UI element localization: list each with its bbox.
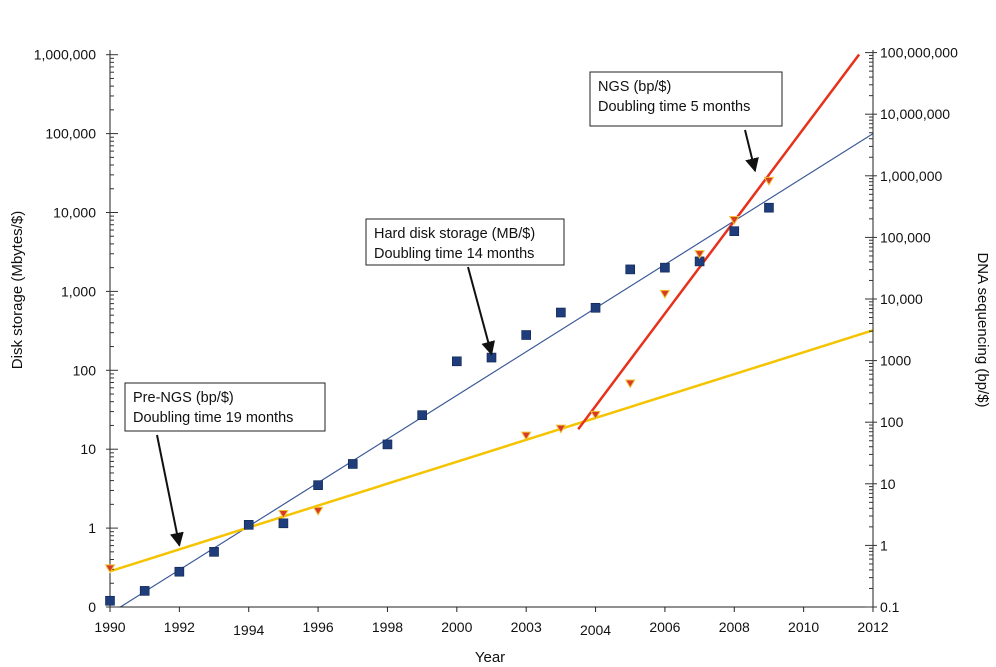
- disk-storage-point: [486, 352, 497, 363]
- x-tick-label: 1990: [94, 619, 125, 635]
- y-right-tick-label: 1: [880, 537, 888, 553]
- annotation-text: Pre-NGS (bp/$): [133, 390, 234, 406]
- disk-storage-point: [243, 520, 254, 530]
- dna-sequencing-point: [278, 510, 289, 520]
- dna-sequencing-point: [763, 176, 775, 186]
- trend-line: [120, 133, 874, 608]
- y-right-tick-label: 0.1: [880, 599, 900, 615]
- disk-storage-point: [139, 586, 150, 596]
- annotation-box: [124, 382, 326, 432]
- disk-storage-point: [347, 459, 358, 469]
- y-left-tick-label: 100: [73, 362, 97, 378]
- y-left-tick-label: 10: [80, 441, 96, 457]
- y-right-tick-label: 100: [880, 414, 904, 430]
- disk-storage-point: [105, 595, 115, 606]
- x-tick-label: 1992: [164, 619, 195, 635]
- annotation-text: Hard disk storage (MB/$): [374, 226, 535, 242]
- y-right-tick-label: 100,000,000: [880, 45, 958, 61]
- x-tick-label: 1996: [303, 619, 334, 635]
- disk-storage-point: [764, 202, 774, 213]
- y-right-axis-title: DNA sequencing (bp/$): [974, 252, 991, 407]
- dna-sequencing-point: [520, 431, 532, 441]
- y-right-tick-label: 10,000,000: [880, 106, 950, 122]
- x-axis-title: Year: [475, 649, 505, 666]
- annotation-text: Doubling time 5 months: [598, 99, 750, 115]
- disk-storage-point: [174, 566, 185, 577]
- x-tick-label: 1998: [372, 619, 403, 635]
- x-tick-label: 2012: [857, 619, 888, 635]
- disk-storage-point: [521, 330, 531, 340]
- disk-storage-point: [417, 410, 427, 420]
- x-tick-label: 1994: [233, 622, 264, 638]
- annotation-box: [589, 71, 783, 127]
- disk-storage-point: [660, 262, 670, 273]
- x-tick-label: 2000: [441, 619, 472, 635]
- trend-line: [577, 53, 861, 430]
- y-right-tick-label: 10,000: [880, 291, 923, 307]
- y-left-tick-label: 1,000,000: [34, 47, 96, 63]
- dna-sequencing-point: [659, 289, 671, 299]
- annotation-arrow: [156, 434, 184, 547]
- disk-storage-point: [729, 226, 740, 236]
- annotation-arrow: [467, 266, 495, 356]
- annotation-box: [365, 218, 565, 266]
- disk-storage-point: [278, 518, 289, 529]
- annotations: NGS (bp/$) Doubling time 5 months Hard dis…: [124, 71, 783, 547]
- x-tick-label: 2004: [580, 622, 611, 638]
- disk-storage-point: [556, 307, 566, 318]
- disk-storage-point: [313, 480, 323, 490]
- dna-sequencing-point: [104, 564, 116, 574]
- disk-storage-point: [625, 264, 636, 275]
- y-right-tick-label: 10: [880, 476, 896, 492]
- y-left-tick-label: 1,000: [61, 283, 96, 299]
- trend-line: [109, 329, 874, 573]
- trend-lines: [109, 53, 874, 608]
- dna-sequencing-point: [555, 424, 567, 434]
- x-tick-label: 2010: [788, 619, 819, 635]
- y-left-tick-label: 100,000: [45, 126, 96, 142]
- dna-sequencing-point: [728, 215, 740, 225]
- y-right-tick-label: 1,000,000: [880, 168, 942, 184]
- x-tick-label: 2008: [719, 619, 750, 635]
- y-left-axis-title: Disk storage (Mbytes/$): [9, 211, 26, 369]
- disk-storage-point: [382, 439, 393, 450]
- y-right-tick-label: 1000: [880, 353, 911, 369]
- y-left-tick-label: 10,000: [53, 205, 96, 221]
- disk-storage-point: [209, 547, 219, 557]
- dna-sequencing-point: [624, 379, 636, 389]
- dna-sequencing-point: [590, 410, 601, 420]
- x-tick-label: 2003: [511, 619, 542, 635]
- data-points: [104, 176, 775, 606]
- y-right-tick-label: 100,000: [880, 229, 931, 245]
- annotation-text: Doubling time 19 months: [133, 410, 293, 426]
- x-tick-label: 2006: [649, 619, 680, 635]
- annotation-text: Doubling time 14 months: [374, 246, 534, 262]
- disk-storage-point: [452, 356, 462, 367]
- annotation-text: NGS (bp/$): [598, 79, 671, 95]
- axes: 1990 1992 1994 1996 1998 2000 2003 2004 2006 2008…: [34, 45, 958, 638]
- disk-storage-point: [590, 302, 601, 313]
- y-left-tick-label: 1: [88, 520, 96, 536]
- dna-sequencing-point: [312, 506, 324, 516]
- annotation-arrow: [744, 129, 759, 173]
- y-left-tick-label: 0: [88, 599, 96, 615]
- dna-sequencing-point: [694, 250, 705, 260]
